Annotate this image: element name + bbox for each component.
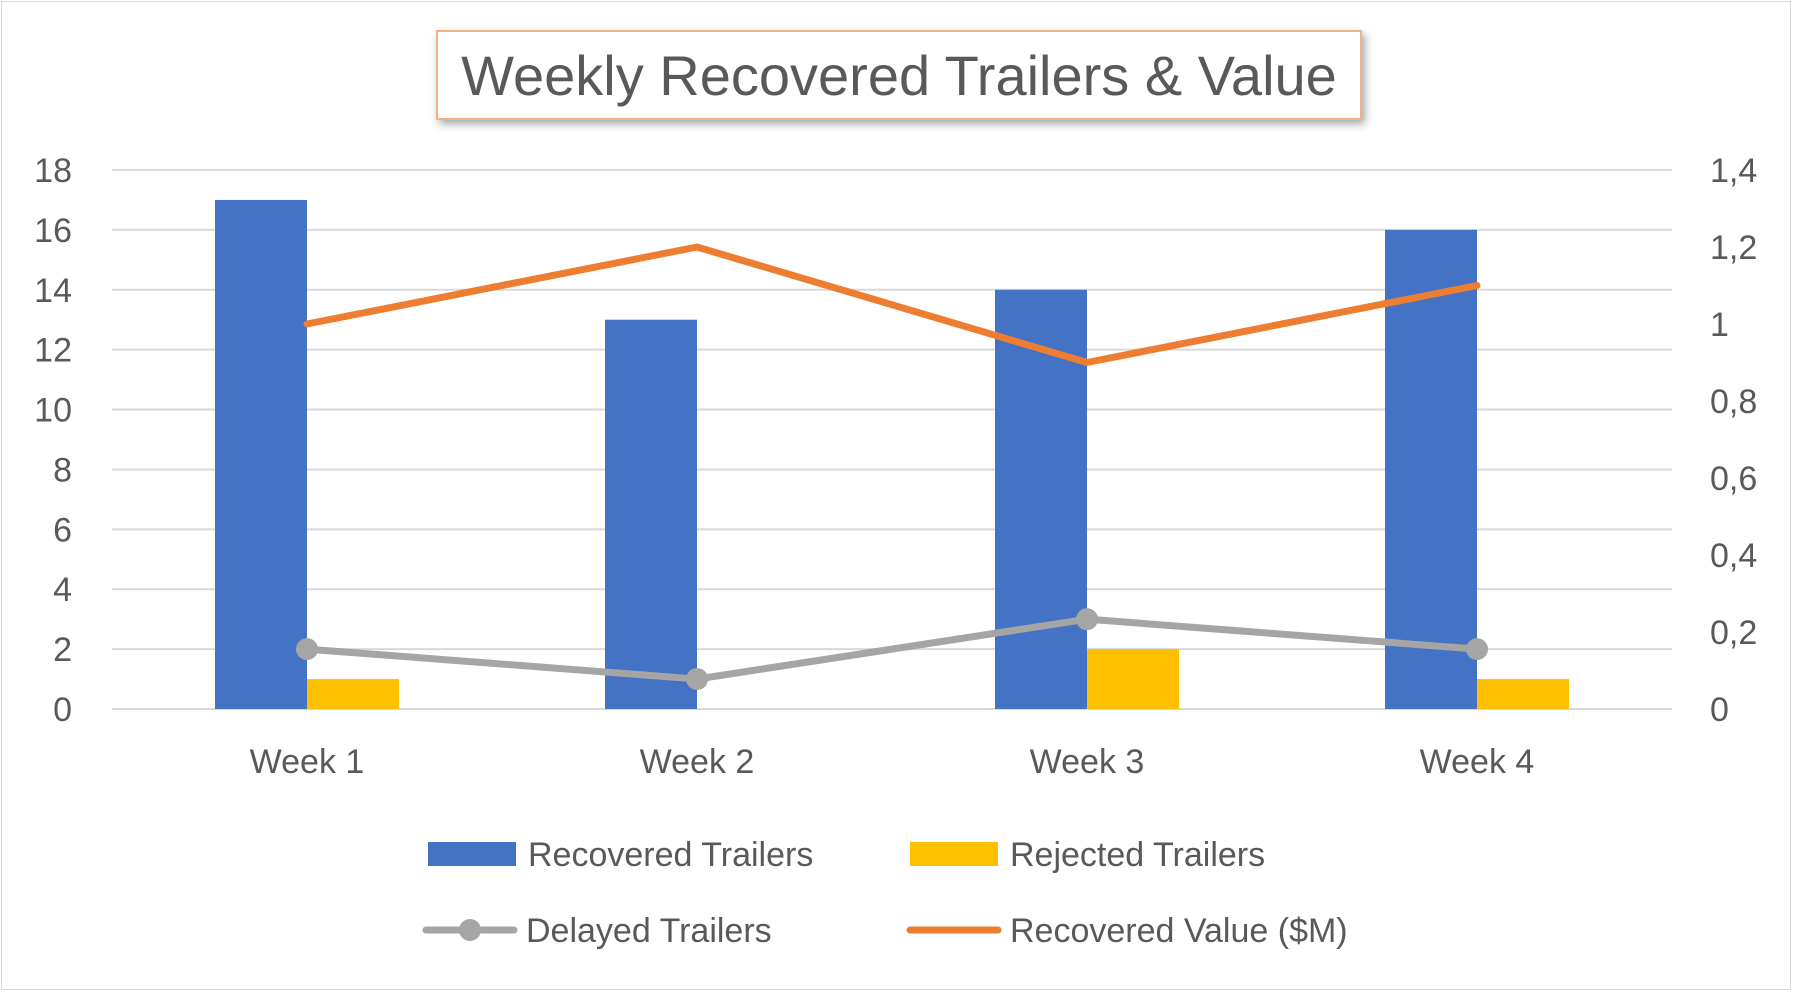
x-category-label: Week 1 bbox=[250, 743, 365, 781]
legend-swatch-recovered-trailers bbox=[428, 842, 516, 866]
y-right-tick-label: 1 bbox=[1710, 306, 1729, 344]
y-right-tick-label: 0,6 bbox=[1710, 460, 1757, 498]
marker-delayed-trailers bbox=[686, 668, 708, 691]
bar-recovered-trailers bbox=[995, 289, 1087, 709]
bars bbox=[215, 199, 1569, 709]
bar-recovered-trailers bbox=[1385, 229, 1477, 709]
y-right-tick-label: 0,8 bbox=[1710, 383, 1757, 421]
chart-title: Weekly Recovered Trailers & Value bbox=[461, 43, 1337, 107]
legend: Recovered Trailers Rejected Trailers Delay… bbox=[422, 836, 1348, 950]
marker-delayed-trailers bbox=[1076, 608, 1098, 631]
line-recovered-value-m bbox=[303, 243, 1481, 366]
bar-rejected-trailers bbox=[307, 679, 399, 709]
y-right-tick-label: 0,2 bbox=[1710, 614, 1757, 652]
legend-marker-delayed-trailers bbox=[459, 919, 481, 941]
line-delayed-trailers bbox=[303, 615, 1481, 683]
y-left-tick-label: 10 bbox=[34, 392, 72, 430]
x-category-label: Week 3 bbox=[1030, 743, 1145, 781]
axis-labels: 0 2 4 6 8 10 12 14 16 18 0 0,2 0,4 0,6 0,8 1 1,2 1,4 Week … bbox=[34, 152, 1757, 781]
legend-label-rejected-trailers: Rejected Trailers bbox=[1010, 836, 1265, 874]
legend-swatch-rejected-trailers bbox=[910, 842, 998, 866]
y-right-tick-label: 1,4 bbox=[1710, 152, 1757, 190]
legend-label-delayed-trailers: Delayed Trailers bbox=[526, 912, 772, 950]
y-left-tick-label: 4 bbox=[53, 571, 72, 609]
y-right-tick-label: 1,2 bbox=[1710, 229, 1757, 267]
y-left-tick-label: 12 bbox=[34, 332, 72, 370]
y-left-tick-label: 8 bbox=[53, 451, 72, 489]
y-left-tick-label: 0 bbox=[53, 691, 72, 729]
legend-label-recovered-trailers: Recovered Trailers bbox=[528, 836, 813, 874]
x-category-label: Week 4 bbox=[1420, 743, 1535, 781]
bar-recovered-trailers bbox=[605, 319, 697, 709]
y-left-tick-label: 18 bbox=[34, 152, 72, 190]
y-left-tick-label: 2 bbox=[53, 631, 72, 669]
y-right-tick-label: 0,4 bbox=[1710, 537, 1757, 575]
y-left-tick-label: 14 bbox=[34, 272, 72, 310]
y-left-tick-label: 16 bbox=[34, 212, 72, 250]
bar-rejected-trailers bbox=[1087, 649, 1179, 709]
bar-rejected-trailers bbox=[1477, 679, 1569, 709]
lines bbox=[296, 243, 1488, 691]
marker-delayed-trailers bbox=[296, 638, 318, 661]
bar-recovered-trailers bbox=[215, 199, 307, 709]
y-left-tick-label: 6 bbox=[53, 511, 72, 549]
y-right-tick-label: 0 bbox=[1710, 691, 1729, 729]
legend-label-recovered-value-m: Recovered Value ($M) bbox=[1010, 912, 1348, 950]
marker-delayed-trailers bbox=[1466, 638, 1488, 661]
chart-title-box: Weekly Recovered Trailers & Value bbox=[436, 30, 1362, 120]
x-category-label: Week 2 bbox=[640, 743, 755, 781]
